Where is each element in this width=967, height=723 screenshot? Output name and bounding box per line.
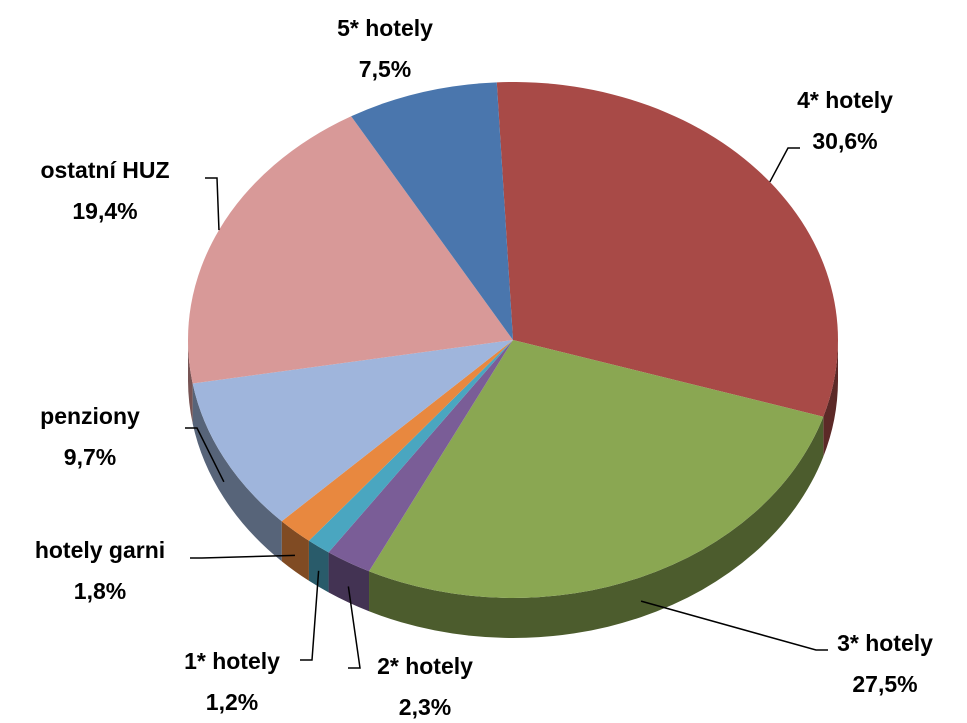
slice [281,340,513,541]
category-label: hotely garni [35,537,165,563]
leader-line [640,600,828,651]
slice-side [308,540,329,593]
leader-line [769,147,800,183]
slice [351,82,513,340]
slice-side [188,340,193,424]
slice [192,340,514,522]
category-label: 4* hotely [797,87,893,113]
value-label: 1,8% [74,578,126,604]
leader-line [205,177,220,231]
category-label: penziony [40,403,140,429]
category-label: ostatní HUZ [40,157,169,183]
value-label: 1,2% [206,689,258,715]
slice-side [369,416,824,638]
category-label: 3* hotely [837,630,933,656]
slice-side [328,552,370,612]
value-label: 2,3% [399,694,451,720]
value-label: 7,5% [359,56,411,82]
slice [328,340,513,572]
category-label: 5* hotely [337,15,433,41]
slice [308,340,513,553]
leader-line [190,554,295,559]
slice-side [192,383,282,562]
leader-line [347,586,361,669]
slice [496,82,839,417]
leader-line [300,570,320,661]
category-label: 2* hotely [377,653,473,679]
slice [188,116,513,384]
value-label: 30,6% [812,128,877,154]
value-label: 27,5% [852,671,917,697]
slice [369,340,824,598]
value-label: 19,4% [72,198,137,224]
category-label: 1* hotely [184,648,280,674]
slice-side [823,340,839,457]
leader-line [185,427,225,483]
value-label: 9,7% [64,444,116,470]
slice-side [281,521,309,581]
